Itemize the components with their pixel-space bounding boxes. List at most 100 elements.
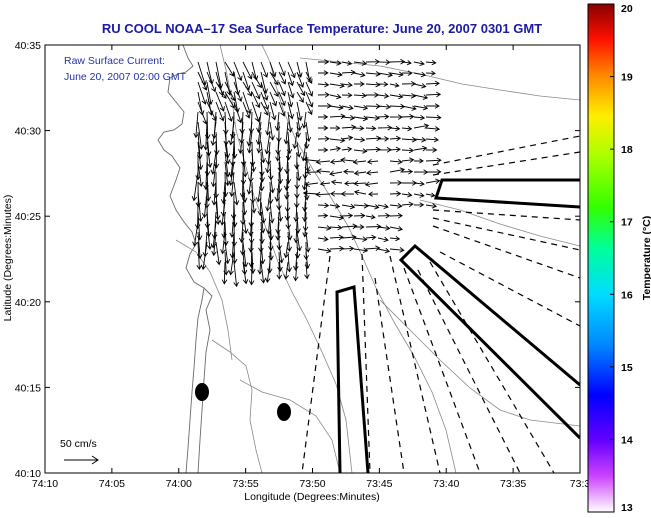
current-vector <box>296 81 306 97</box>
current-vector <box>228 121 235 146</box>
current-vector <box>318 125 329 131</box>
current-vector <box>377 59 391 65</box>
current-vector <box>354 224 365 230</box>
current-vector <box>425 70 436 76</box>
current-vector <box>224 61 235 77</box>
current-vector <box>413 71 427 78</box>
current-vector <box>206 91 214 116</box>
current-vector <box>302 190 319 197</box>
current-vector <box>353 189 367 196</box>
current-vector <box>287 61 296 79</box>
current-vector <box>341 135 354 141</box>
x-tick-label: 73:3 <box>570 478 591 490</box>
current-vector <box>317 236 329 242</box>
current-vector <box>329 214 345 221</box>
current-vector <box>401 60 412 66</box>
current-vector <box>401 113 415 120</box>
y-axis-ticks: 40:10 40:15 40:20 40:25 40:30 40:35 <box>15 40 580 480</box>
current-vector <box>287 81 295 99</box>
current-vector <box>401 168 414 175</box>
current-vector <box>211 231 217 257</box>
surface-current-vectors <box>191 58 442 288</box>
current-vector <box>341 245 355 252</box>
x-axis-ticks: 74:10 74:05 74:00 73:55 73:50 73:45 73:40 73:35… <box>32 45 591 490</box>
current-vector <box>233 81 243 103</box>
current-vector <box>353 60 368 66</box>
current-vector <box>213 141 220 169</box>
current-vector <box>293 251 299 271</box>
current-vector <box>317 114 329 120</box>
current-vector <box>377 124 393 131</box>
current-vector <box>305 101 313 116</box>
current-vector <box>425 80 440 87</box>
colorbar-label: Temperature (°C) <box>641 216 651 301</box>
current-vector <box>329 158 343 165</box>
current-vector <box>278 91 286 107</box>
current-vector <box>303 157 319 163</box>
current-vector <box>353 170 367 176</box>
current-vector <box>287 91 294 108</box>
current-vector <box>257 191 264 217</box>
current-vector <box>341 203 356 210</box>
current-vector <box>353 104 369 111</box>
current-vector <box>304 261 310 280</box>
current-vector <box>264 131 271 155</box>
current-vector <box>220 181 227 205</box>
current-vector <box>329 125 341 131</box>
current-vector <box>215 91 225 112</box>
x-tick-label: 74:10 <box>32 478 58 490</box>
current-vector <box>296 71 305 88</box>
current-vector <box>341 124 357 131</box>
current-vector <box>224 71 232 96</box>
x-tick-label: 74:00 <box>166 478 192 490</box>
mooring-marker-2 <box>277 403 291 421</box>
current-vector <box>389 235 401 242</box>
current-vector <box>233 61 243 82</box>
current-vector <box>365 214 376 220</box>
current-vector <box>329 234 344 241</box>
current-vector <box>329 224 343 231</box>
current-vector <box>294 241 301 259</box>
current-vector <box>215 101 225 122</box>
current-vector <box>389 158 403 165</box>
y-tick-label: 40:15 <box>15 382 41 394</box>
current-vector <box>425 126 441 132</box>
current-vector <box>413 123 430 129</box>
current-vector <box>259 221 265 245</box>
current-vector <box>389 247 405 253</box>
current-vector <box>413 145 428 152</box>
current-vector <box>401 136 417 143</box>
current-vector <box>425 203 438 209</box>
current-vector <box>283 261 289 280</box>
current-vector <box>283 121 290 145</box>
current-vector <box>305 71 313 84</box>
current-vector <box>286 251 293 273</box>
colorbar-ticks: 13 14 15 16 17 18 19 20 <box>610 3 633 514</box>
current-vector <box>248 261 255 286</box>
current-vector <box>265 111 271 136</box>
current-vector <box>259 241 266 265</box>
current-vector <box>341 92 353 98</box>
coastline <box>157 45 205 473</box>
current-vector <box>269 61 277 78</box>
current-vector <box>242 101 251 119</box>
current-vector <box>401 70 413 76</box>
mooring-marker-1 <box>195 383 209 401</box>
current-vector <box>197 191 204 223</box>
current-vector <box>425 136 439 143</box>
current-vector <box>426 147 438 153</box>
current-vector <box>215 61 224 89</box>
current-vector <box>401 192 413 198</box>
current-vector <box>317 202 330 209</box>
current-vector <box>389 180 403 186</box>
current-vector <box>341 223 358 230</box>
current-vector <box>278 101 286 117</box>
current-vector <box>192 221 199 247</box>
current-vector <box>269 81 279 98</box>
current-vector <box>329 146 342 152</box>
current-vector <box>277 251 283 272</box>
current-vector <box>257 251 263 275</box>
current-vector <box>329 113 346 120</box>
current-vector <box>228 251 235 276</box>
current-vector <box>353 203 369 209</box>
